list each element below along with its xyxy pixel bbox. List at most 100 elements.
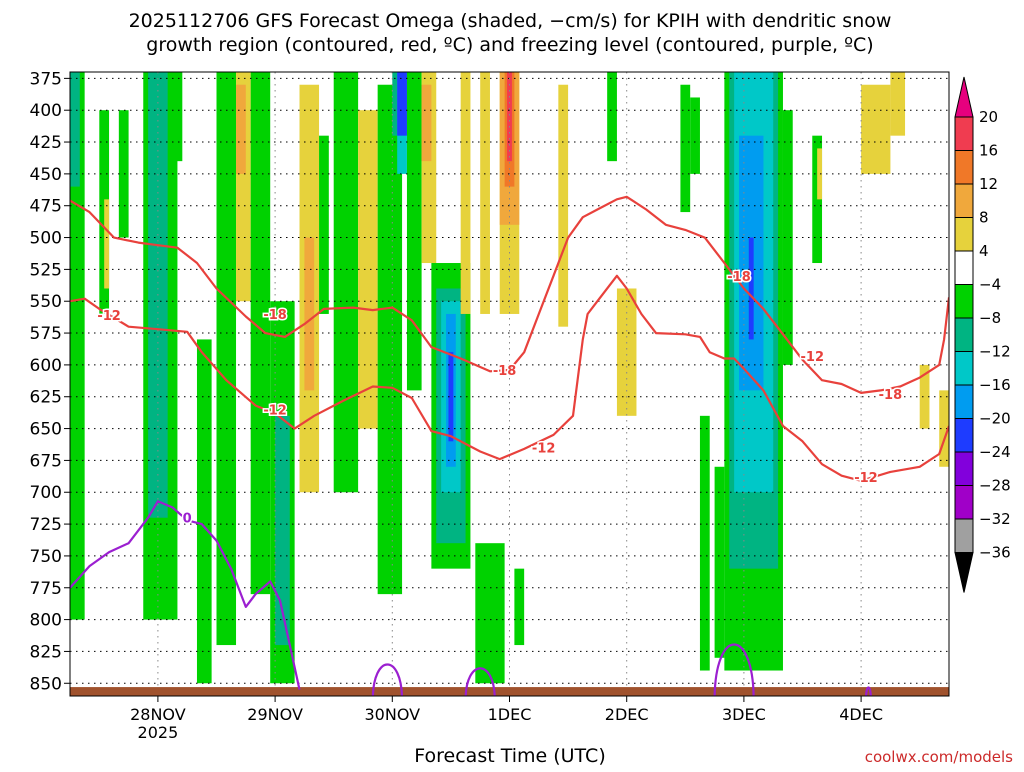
omega-cell bbox=[817, 148, 823, 200]
colorbar-label: −8 bbox=[979, 309, 1001, 327]
omega-cell bbox=[304, 237, 315, 391]
freezing-level-bump bbox=[865, 686, 872, 696]
colorbar-segment bbox=[954, 116, 974, 151]
y-tick-label: 475 bbox=[30, 197, 62, 217]
y-axis: 375 400 425 450 475 500 525 550 575 600 625 650 675 7… bbox=[30, 69, 70, 694]
colorbar-label: −32 bbox=[979, 510, 1011, 528]
omega-cell bbox=[70, 72, 85, 620]
omega-cell bbox=[782, 110, 793, 365]
x-tick-label: 1DEC bbox=[488, 705, 532, 724]
y-tick-label: 600 bbox=[30, 356, 62, 376]
colorbar-segment bbox=[954, 317, 974, 352]
colorbar-over-triangle bbox=[954, 76, 974, 118]
colorbar-label: −24 bbox=[979, 443, 1011, 461]
y-tick-label: 725 bbox=[30, 515, 62, 535]
contour-label: -12 bbox=[97, 309, 121, 324]
y-tick-label: 425 bbox=[30, 133, 62, 153]
colorbar-label: 8 bbox=[979, 209, 989, 227]
contour-label: 0 bbox=[183, 512, 192, 527]
terrain bbox=[70, 687, 949, 696]
omega-shading bbox=[70, 72, 949, 684]
contour-label: -18 bbox=[493, 364, 517, 379]
x-tick-label: 30NOV bbox=[365, 705, 421, 724]
x-tick-label: 29NOV bbox=[247, 705, 303, 724]
colorbar: 20 16 12 8 4 −4 −8 −12 −16 −20 −24 −28 −32 −36 bbox=[954, 76, 1011, 593]
y-tick-label: 700 bbox=[30, 483, 62, 503]
freezing-level-contour bbox=[70, 500, 301, 690]
contour-label: -18 bbox=[727, 270, 751, 285]
colorbar-segment bbox=[954, 250, 974, 285]
colorbar-label: −28 bbox=[979, 477, 1011, 495]
omega-cell bbox=[460, 72, 471, 314]
x-tick-label: 3DEC bbox=[722, 705, 766, 724]
omega-cell bbox=[890, 72, 906, 136]
omega-cell bbox=[480, 72, 490, 314]
y-tick-label: 675 bbox=[30, 451, 62, 471]
omega-cell bbox=[319, 135, 329, 314]
y-tick-label: 800 bbox=[30, 611, 62, 631]
omega-cell bbox=[333, 72, 359, 493]
colorbar-segment bbox=[954, 217, 974, 252]
dgz-contour bbox=[70, 195, 949, 394]
omega-cell bbox=[690, 97, 700, 174]
grid bbox=[70, 72, 949, 696]
colorbar-segment bbox=[954, 384, 974, 419]
colorbar-segment bbox=[954, 518, 974, 553]
contour-label: -12 bbox=[263, 403, 287, 418]
colorbar-label: 4 bbox=[979, 242, 989, 260]
colorbar-segment bbox=[954, 485, 974, 520]
colorbar-label: −20 bbox=[979, 410, 1011, 428]
omega-cell bbox=[680, 84, 691, 213]
colorbar-label: −16 bbox=[979, 376, 1011, 394]
contour-labels: -12 -12 -12 -12 -12 -18 -18 -18 -18 0 bbox=[96, 268, 904, 528]
colorbar-segment bbox=[954, 451, 974, 486]
omega-cell bbox=[216, 72, 237, 646]
colorbar-label: 12 bbox=[979, 175, 998, 193]
omega-cell bbox=[172, 72, 183, 162]
freezing-level-bump bbox=[713, 643, 755, 696]
x-tick-label: 2DEC bbox=[605, 705, 649, 724]
omega-cell bbox=[507, 72, 512, 162]
omega-cell bbox=[607, 72, 617, 162]
y-tick-label: 825 bbox=[30, 642, 62, 662]
omega-cell bbox=[514, 568, 525, 646]
omega-cell bbox=[448, 352, 454, 442]
y-tick-label: 750 bbox=[30, 547, 62, 567]
x-tick-label: 4DEC bbox=[839, 705, 883, 724]
colorbar-label: 16 bbox=[979, 142, 998, 160]
x-axis-title: Forecast Time (UTC) bbox=[414, 745, 605, 767]
omega-cell bbox=[919, 364, 930, 429]
omega-cell bbox=[748, 237, 754, 340]
colorbar-label: 20 bbox=[979, 108, 998, 126]
y-tick-label: 500 bbox=[30, 229, 62, 249]
colorbar-label: −12 bbox=[979, 343, 1011, 361]
colorbar-label: −4 bbox=[979, 276, 1001, 294]
dgz-contour bbox=[70, 274, 949, 482]
colorbar-label: −36 bbox=[979, 544, 1011, 562]
y-tick-label: 550 bbox=[30, 292, 62, 312]
chart-title-line-2: growth region (contoured, red, ºC) and f… bbox=[146, 34, 873, 56]
omega-cell bbox=[421, 84, 432, 162]
omega-cell bbox=[196, 339, 212, 684]
omega-cell bbox=[475, 543, 505, 684]
omega-cell bbox=[250, 72, 271, 595]
y-tick-label: 850 bbox=[30, 674, 62, 694]
omega-cell bbox=[616, 288, 637, 416]
contours bbox=[70, 195, 949, 696]
omega-cell bbox=[70, 72, 80, 187]
omega-cell bbox=[118, 110, 129, 238]
omega-cell bbox=[699, 415, 710, 671]
y-tick-label: 625 bbox=[30, 388, 62, 408]
chart-title-line-1: 2025112706 GFS Forecast Omega (shaded, −… bbox=[129, 10, 892, 32]
omega-cell bbox=[104, 199, 110, 289]
omega-cell bbox=[358, 110, 378, 429]
x-tick-year-label: 2025 bbox=[138, 723, 179, 742]
y-tick-label: 575 bbox=[30, 324, 62, 344]
y-tick-label: 400 bbox=[30, 101, 62, 121]
colorbar-segment bbox=[954, 183, 974, 218]
omega-cell bbox=[861, 84, 891, 174]
freezing-level-bump bbox=[371, 663, 403, 696]
